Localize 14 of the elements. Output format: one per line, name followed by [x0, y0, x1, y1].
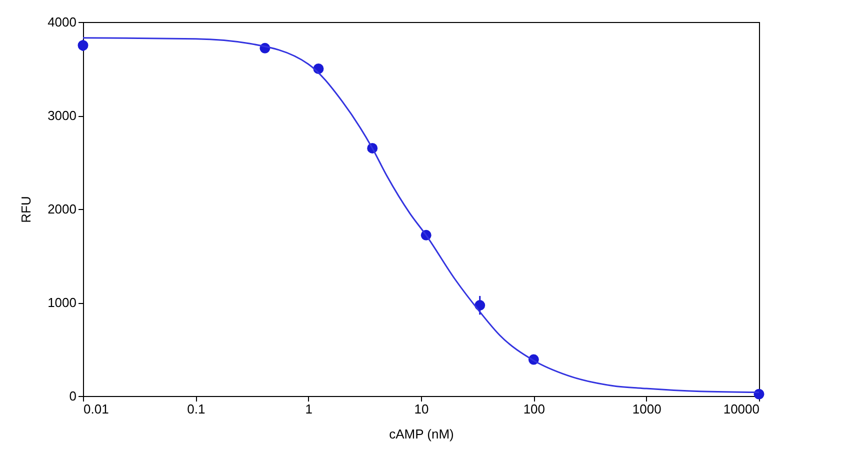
- x-tick-label: 10000: [723, 402, 760, 416]
- x-tick-label: 100: [523, 402, 546, 416]
- y-tick-label: 2000: [48, 202, 76, 216]
- x-tick-label: 1000: [632, 402, 662, 416]
- y-tick-label: 1000: [48, 295, 76, 310]
- x-tick-label: 0.01: [84, 402, 109, 416]
- x-tick-label: 10: [414, 402, 429, 416]
- x-tick-label: 1: [305, 402, 312, 416]
- y-axis-title: RFU: [18, 196, 34, 223]
- x-axis-title: cAMP (nM): [389, 426, 454, 442]
- y-tick-label: 0: [69, 388, 76, 404]
- y-tick-label: 3000: [48, 108, 76, 123]
- x-tick-label: 0.1: [187, 402, 206, 416]
- y-tick-label: 4000: [48, 14, 76, 30]
